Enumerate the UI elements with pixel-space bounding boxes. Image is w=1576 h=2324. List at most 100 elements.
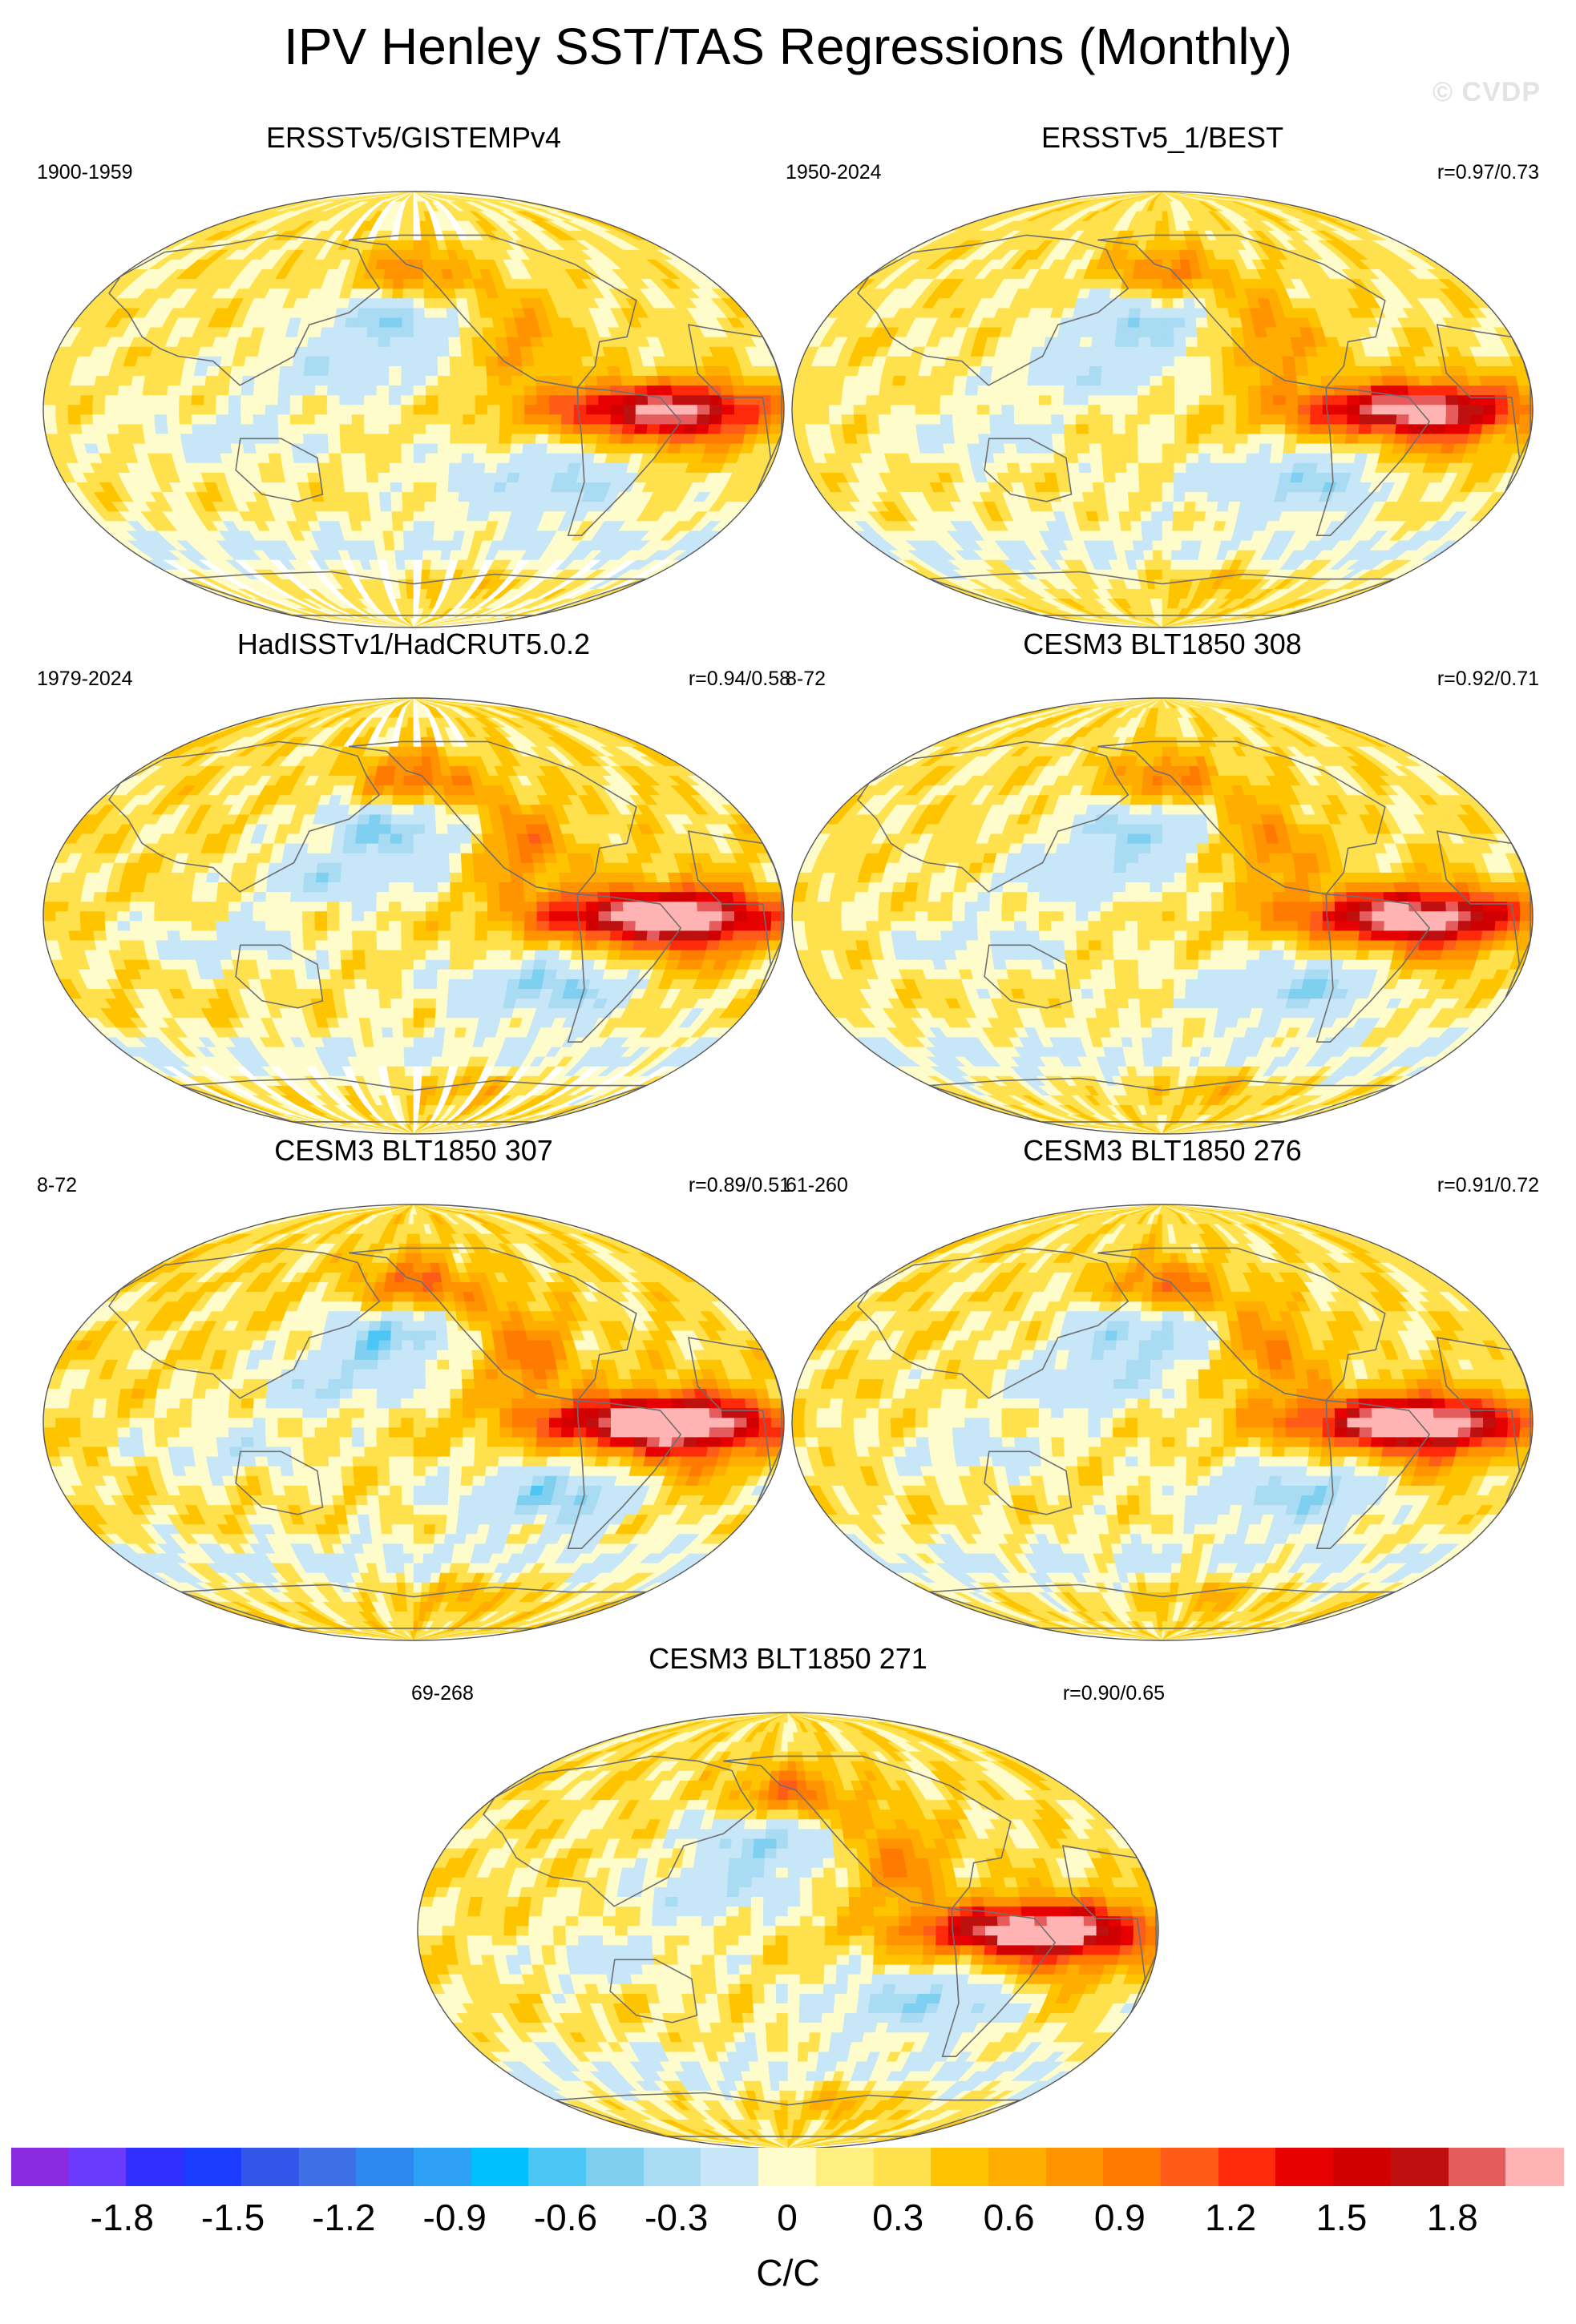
map-panel-0: ERSSTv5/GISTEMPv4 1900-1959: [37, 120, 790, 633]
antarctica-outline: [180, 1077, 647, 1123]
sst-field: [792, 698, 1533, 1134]
colorbar-segment: [931, 2148, 989, 2186]
regression-map: [42, 697, 785, 1135]
antarctica-outline: [180, 571, 647, 616]
cvdp-watermark: © CVDP: [1433, 77, 1541, 107]
panel-period: 61-260: [786, 1174, 848, 1196]
colorbar-tick-label: -1.5: [200, 2197, 265, 2238]
australia-outline: [235, 438, 324, 502]
map-border: [791, 1204, 1534, 1641]
map-border: [42, 1204, 785, 1641]
antarctica-outline: [180, 1584, 647, 1629]
eurasia-outline: [856, 234, 1129, 386]
colorbar-segment: [298, 2148, 357, 2186]
panel-title: CESM3 BLT1850 271: [649, 1642, 927, 1675]
figure-title: IPV Henley SST/TAS Regressions (Monthly): [284, 18, 1292, 75]
north-america-outline: [1097, 1247, 1386, 1402]
panel-correlation: r=0.90/0.65: [1062, 1682, 1165, 1705]
regression-map: [42, 1204, 785, 1641]
north-america-outline: [349, 234, 637, 389]
colorbar-segment: [815, 2148, 875, 2186]
australia-outline: [235, 1450, 324, 1515]
regression-map: [791, 1204, 1534, 1641]
australia-outline: [235, 944, 324, 1009]
map-panel-1: ERSSTv5_1/BEST 1950-2024 r=0.97/0.73: [786, 120, 1539, 633]
panel-period: 8-72: [37, 1174, 78, 1196]
north-america-outline: [349, 740, 637, 895]
sst-field: [43, 1204, 784, 1640]
north-america-outline: [1097, 234, 1386, 389]
colorbar-tick-label: 0: [777, 2197, 798, 2238]
africa-outline: [687, 324, 782, 493]
south-america-outline: [1315, 1399, 1431, 1550]
regression-map: [42, 191, 785, 628]
panel-correlation: r=0.89/0.51: [688, 1174, 790, 1196]
colorbar-segment: [68, 2148, 127, 2186]
australia-outline: [984, 1450, 1073, 1515]
colorbar-segment: [988, 2148, 1047, 2186]
eurasia-outline: [107, 1247, 381, 1399]
south-america-outline: [567, 1399, 682, 1550]
colorbar-tick-label: 1.5: [1315, 2197, 1368, 2238]
sst-field: [792, 192, 1533, 627]
panel-title: CESM3 BLT1850 276: [1023, 1134, 1302, 1167]
south-america-outline: [941, 1907, 1057, 2058]
africa-outline: [1436, 1337, 1531, 1506]
antarctica-outline: [929, 1584, 1396, 1629]
colorbar-segment: [873, 2148, 931, 2186]
panel-title: CESM3 BLT1850 308: [1023, 627, 1302, 660]
sst-field: [43, 698, 784, 1134]
colorbar-segment: [1333, 2148, 1392, 2186]
colorbar-units-label: C/C: [756, 2252, 820, 2294]
africa-outline: [1061, 1845, 1157, 2014]
africa-outline: [687, 830, 782, 999]
colorbar-segment: [1161, 2148, 1219, 2186]
colorbar-segment: [528, 2148, 587, 2186]
colorbar-segment: [184, 2148, 242, 2186]
colorbar-segment: [471, 2148, 529, 2186]
colorbar-tick-label: -0.3: [645, 2197, 709, 2238]
colorbar-segment: [1448, 2148, 1506, 2186]
regression-map: [791, 697, 1534, 1135]
panel-title: ERSSTv5/GISTEMPv4: [265, 121, 562, 154]
south-america-outline: [567, 386, 682, 537]
panel-period: 1979-2024: [37, 668, 133, 690]
panel-title: HadISSTv1/HadCRUT5.0.2: [236, 627, 591, 660]
map-panel-2: HadISSTv1/HadCRUT5.0.2 1979-2024 r=0.94/…: [37, 627, 790, 1140]
eurasia-outline: [107, 234, 381, 386]
panel-correlation: r=0.97/0.73: [1437, 161, 1539, 184]
colorbar-segment: [1275, 2148, 1334, 2186]
colorbar-tick-label: -1.8: [90, 2197, 154, 2238]
sst-field: [43, 192, 784, 627]
sst-field: [792, 1204, 1533, 1640]
colorbar-segment: [1218, 2148, 1277, 2186]
map-panel-3: CESM3 BLT1850 308 8-72 r=0.92/0.71: [786, 627, 1539, 1140]
map-border: [42, 697, 785, 1135]
regression-map: [791, 191, 1534, 628]
colorbar-segment: [1505, 2148, 1564, 2186]
map-panel-6: CESM3 BLT1850 271 69-268 r=0.90/0.65: [411, 1641, 1165, 2154]
panel-title: CESM3 BLT1850 307: [274, 1134, 553, 1167]
north-america-outline: [723, 1755, 1012, 1910]
sst-field: [418, 1713, 1158, 2148]
colorbar-tick-label: 1.2: [1205, 2197, 1257, 2238]
colorbar-segment: [758, 2148, 817, 2186]
colorbar-segment: [701, 2148, 759, 2186]
regression-map: [417, 1712, 1159, 2149]
south-america-outline: [1315, 893, 1431, 1043]
colorbar-tick-label: 0.6: [983, 2197, 1035, 2238]
africa-outline: [1436, 324, 1531, 493]
eurasia-outline: [856, 1247, 1129, 1399]
colorbar-segment: [126, 2148, 184, 2186]
colorbar-tick-label: -1.2: [312, 2197, 376, 2238]
map-border: [42, 191, 785, 628]
colorbar-tick-label: 0.3: [872, 2197, 924, 2238]
australia-outline: [609, 1959, 698, 2023]
south-america-outline: [567, 893, 682, 1043]
colorbar-segment: [1045, 2148, 1104, 2186]
map-panel-5: CESM3 BLT1850 276 61-260 r=0.91/0.72: [786, 1133, 1539, 1646]
colorbar-tick-label: -0.9: [422, 2197, 487, 2238]
antarctica-outline: [929, 571, 1396, 616]
panel-correlation: r=0.94/0.58: [688, 668, 790, 690]
colorbar: [11, 2148, 1564, 2186]
